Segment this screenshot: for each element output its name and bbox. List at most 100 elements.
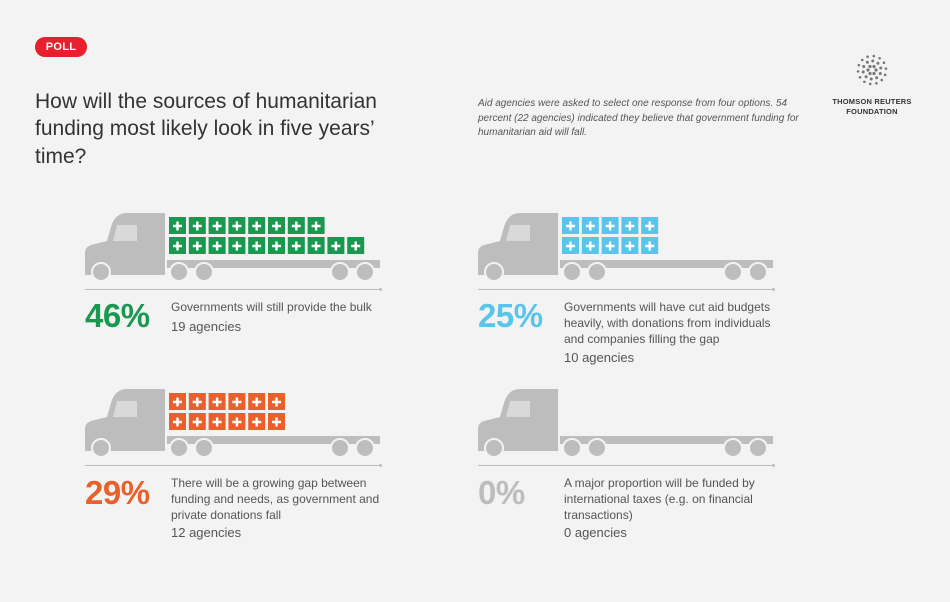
wheel-2-5 <box>748 262 768 282</box>
truck-3 <box>85 389 380 458</box>
truck-cab-2 <box>478 213 558 275</box>
cargo-cross-icon <box>291 241 301 251</box>
cargo-cross-icon <box>645 241 655 251</box>
logo-dot <box>868 64 872 69</box>
cargo-cross-icon <box>252 397 262 407</box>
cargo-cross-icon <box>252 417 262 427</box>
logo-dot <box>872 71 876 76</box>
logo-dot <box>872 64 876 69</box>
cargo-cross-icon <box>173 397 182 407</box>
wheel-4-3 <box>587 438 607 458</box>
agency-count-2: 10 agencies <box>564 350 635 365</box>
percent-label-1: 46% <box>85 297 150 334</box>
wheel-1-1 <box>91 262 111 282</box>
wheel-4-5 <box>748 438 768 458</box>
cargo-cross-icon <box>566 221 575 231</box>
cargo-cross-icon <box>173 241 182 251</box>
truck-cab-1 <box>85 213 165 275</box>
cargo-cross-icon <box>173 221 182 231</box>
poll-badge: POLL <box>35 37 87 57</box>
cargo-cross-icon <box>566 241 575 251</box>
separator-dot-4 <box>772 464 775 467</box>
logo-dot <box>863 80 866 84</box>
cargo-cross-icon <box>252 241 262 251</box>
cargo-cross-icon <box>232 241 242 251</box>
wheel-1-3 <box>194 262 214 282</box>
logo-dot <box>861 70 865 74</box>
trailer-bed-4 <box>560 436 773 444</box>
logo-dot <box>876 61 880 65</box>
trailer-bed-2 <box>560 260 773 268</box>
cargo-cross-icon <box>192 221 202 231</box>
logo-line-2: FOUNDATION <box>846 106 898 116</box>
logo-dot <box>884 67 888 70</box>
cargo-cross-icon <box>625 241 635 251</box>
wheel-4-2 <box>562 438 582 458</box>
wheel-1-4 <box>330 262 350 282</box>
cargo-cross-icon <box>232 417 242 427</box>
cargo-cross-icon <box>272 397 281 407</box>
cargo-cross-icon <box>585 241 595 251</box>
truck-1 <box>85 213 380 282</box>
trailer-bed-3 <box>167 436 380 444</box>
headline: How will the sources of humanitarian fun… <box>35 90 377 168</box>
wheel-3-2 <box>169 438 189 458</box>
separator-dot-3 <box>379 464 382 467</box>
logo-dot <box>866 55 869 59</box>
logo-dot <box>879 66 883 70</box>
wheel-3-4 <box>330 438 350 458</box>
agency-count-1: 19 agencies <box>171 319 242 334</box>
percent-label-4: 0% <box>478 474 525 511</box>
answer-text-4: A major proportion will be funded by int… <box>564 476 755 523</box>
logo-dot <box>880 78 884 82</box>
cargo-cross-icon <box>192 397 202 407</box>
logo-dot <box>874 68 878 72</box>
wheel-1-2 <box>169 262 189 282</box>
truck-window-1 <box>113 225 137 241</box>
wheel-2-3 <box>587 262 607 282</box>
cargo-cross-icon <box>311 221 321 231</box>
cargo-cross-icon <box>232 397 242 407</box>
separator-dot-1 <box>379 288 382 291</box>
truck-window-2 <box>506 225 530 241</box>
wheel-3-3 <box>194 438 214 458</box>
cargo-cross-icon <box>212 241 222 251</box>
logo-dot <box>868 71 872 76</box>
thomson-reuters-foundation-logo: THOMSON REUTERS FOUNDATION <box>822 52 922 117</box>
logo-dot <box>865 60 869 64</box>
separator-3 <box>85 465 380 466</box>
agency-count-4: 0 agencies <box>564 525 627 540</box>
answer-text-2: Governments will have cut aid budgets he… <box>564 300 771 347</box>
wheel-2-4 <box>723 262 743 282</box>
wheel-4-1 <box>484 438 504 458</box>
cargo-cross-icon <box>212 417 222 427</box>
wheel-4-4 <box>723 438 743 458</box>
logo-dot <box>883 73 887 77</box>
separator-1 <box>85 289 380 290</box>
cargo-cross-icon <box>585 221 595 231</box>
logo-dot <box>872 54 876 58</box>
cargo-cross-icon <box>351 241 361 251</box>
truck-4 <box>478 389 773 458</box>
cargo-cross-icon <box>212 221 222 231</box>
cargo-cross-icon <box>331 241 341 251</box>
cargo-cross-icon <box>605 221 615 231</box>
logo-dot <box>878 72 882 76</box>
logo-dot <box>868 82 872 86</box>
cargo-cross-icon <box>272 221 281 231</box>
cargo-cross-icon <box>192 417 202 427</box>
cargo-cross-icon <box>252 221 262 231</box>
truck-2 <box>478 213 773 282</box>
wheel-3-5 <box>355 438 375 458</box>
reuters-dot-logo-icon <box>856 54 888 86</box>
logo-line-1: THOMSON REUTERS <box>832 97 912 106</box>
logo-dot <box>864 75 868 79</box>
percent-label-2: 25% <box>478 297 543 334</box>
trailer-bed-1 <box>167 260 380 268</box>
separator-2 <box>478 289 773 290</box>
cargo-cross-icon <box>272 241 281 251</box>
wheel-2-1 <box>484 262 504 282</box>
cargo-cross-icon <box>212 397 222 407</box>
cargo-cross-icon <box>232 221 242 231</box>
